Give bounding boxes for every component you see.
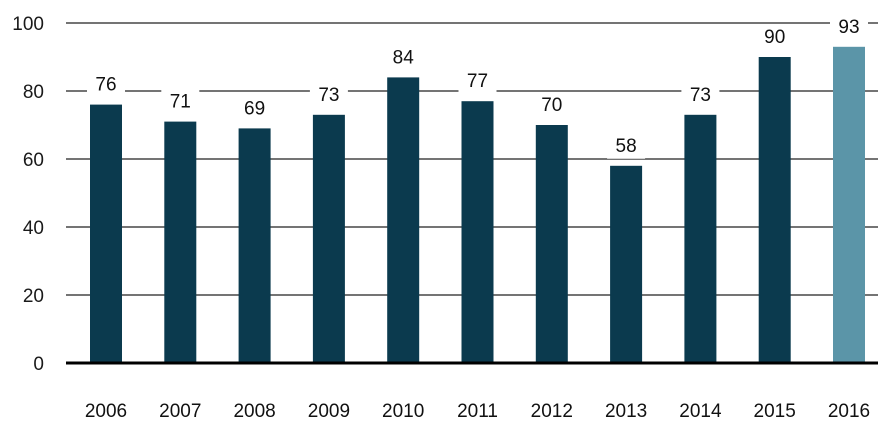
bars <box>90 46 865 364</box>
data-label-background <box>681 81 720 108</box>
data-label-background <box>458 68 497 95</box>
y-tick-label: 60 <box>23 150 44 171</box>
y-tick-label: 100 <box>12 14 44 35</box>
data-label-2016: 93 <box>838 17 859 38</box>
bar-2012 <box>535 125 568 363</box>
bar-2016 <box>833 46 865 364</box>
data-label-2006: 76 <box>95 75 116 96</box>
x-category-label: 2008 <box>233 401 275 421</box>
data-label-background <box>384 44 423 71</box>
bar-2008 <box>238 128 271 363</box>
data-label-background <box>830 13 868 40</box>
y-axis-tick-labels: 0 20 40 60 80 100 <box>12 14 44 375</box>
data-labels: 76 71 69 73 84 77 70 58 73 90 93 <box>87 13 868 159</box>
data-label-background <box>607 132 646 159</box>
data-label-2009: 73 <box>318 85 339 106</box>
data-label-2008: 69 <box>244 98 265 119</box>
data-label-background <box>532 92 571 118</box>
y-tick-label: 0 <box>33 354 44 375</box>
x-category-label: 2009 <box>308 401 350 421</box>
data-label-2014: 73 <box>690 85 711 106</box>
x-category-label: 2011 <box>457 401 498 421</box>
y-tick-label: 80 <box>23 82 44 103</box>
data-label-2011: 77 <box>467 71 488 92</box>
y-tick-label: 20 <box>23 286 44 307</box>
x-axis-category-labels: 2006 2007 2008 2009 2010 2011 2012 2013 2014 2015… <box>85 401 870 421</box>
bar-2013 <box>610 165 643 363</box>
bar-2009 <box>312 114 345 363</box>
data-label-background <box>87 71 125 98</box>
data-label-2015: 90 <box>764 27 785 48</box>
data-label-background <box>235 95 274 122</box>
data-label-2007: 71 <box>170 92 191 113</box>
bar-2006 <box>90 104 122 363</box>
data-label-background <box>161 88 200 115</box>
x-category-label: 2014 <box>679 401 722 421</box>
x-category-label: 2006 <box>85 401 127 421</box>
data-label-background <box>755 24 794 50</box>
bar-2014 <box>684 114 717 363</box>
bar-2007 <box>164 121 197 363</box>
x-category-label: 2007 <box>159 401 201 421</box>
data-label-2010: 84 <box>393 47 415 68</box>
x-category-label: 2013 <box>605 401 647 421</box>
x-category-label: 2012 <box>531 401 573 421</box>
bar-2015 <box>758 57 791 363</box>
data-label-background <box>309 81 348 108</box>
bar-2010 <box>387 77 420 364</box>
data-label-2013: 58 <box>616 136 637 157</box>
data-label-2012: 70 <box>541 95 562 116</box>
x-category-label: 2016 <box>828 401 870 421</box>
bar-2011 <box>461 101 494 363</box>
y-tick-label: 40 <box>23 218 44 239</box>
x-category-label: 2010 <box>382 401 424 421</box>
x-category-label: 2015 <box>754 401 796 421</box>
